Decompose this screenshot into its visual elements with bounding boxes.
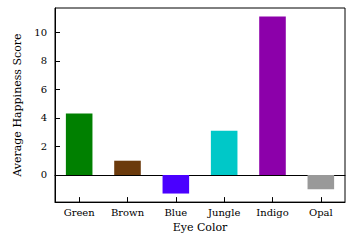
svg-text:Blue: Blue <box>164 207 187 218</box>
svg-text:Green: Green <box>64 207 96 218</box>
svg-text:Brown: Brown <box>111 207 145 218</box>
svg-text:8: 8 <box>41 55 47 66</box>
svg-text:10: 10 <box>34 27 47 38</box>
svg-text:Indigo: Indigo <box>256 207 288 218</box>
svg-text:6: 6 <box>41 84 47 95</box>
svg-text:2: 2 <box>41 141 47 152</box>
svg-text:Average Happiness Score: Average Happiness Score <box>11 33 24 177</box>
svg-text:0: 0 <box>41 169 47 180</box>
svg-text:4: 4 <box>41 112 47 123</box>
svg-text:Jungle: Jungle <box>207 207 240 218</box>
svg-text:Eye Color: Eye Color <box>173 221 228 234</box>
svg-text:Opal: Opal <box>309 207 333 218</box>
